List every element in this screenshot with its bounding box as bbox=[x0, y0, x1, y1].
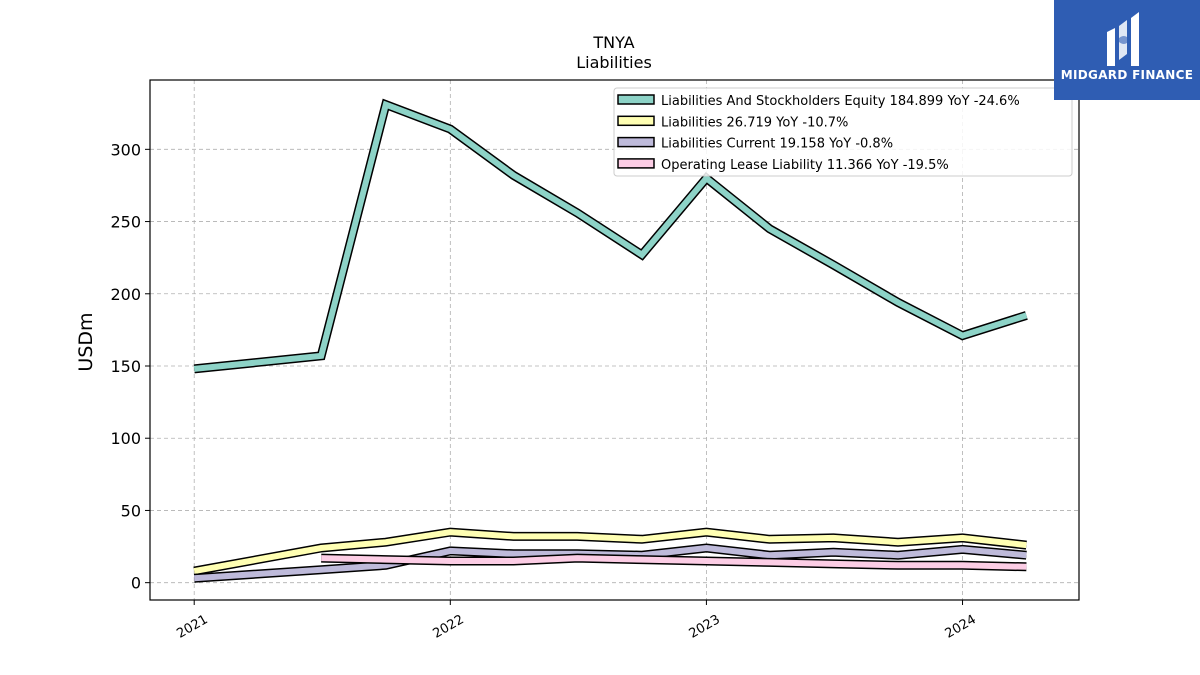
y-axis-label: USDm bbox=[75, 312, 97, 371]
series-1-line-fill bbox=[193, 529, 1027, 575]
x-tick-label: 2024 bbox=[943, 612, 979, 642]
midgard-finance-logo: MIDGARD FINANCE bbox=[1054, 0, 1200, 100]
legend-entry-label: Liabilities And Stockholders Equity 184.… bbox=[661, 94, 1020, 109]
chart-title: TNYA bbox=[592, 33, 634, 52]
legend-swatch bbox=[617, 115, 655, 127]
legend-swatch bbox=[617, 136, 655, 148]
y-tick-label: 50 bbox=[121, 501, 141, 520]
legend-entry-label: Liabilities 26.719 YoY -10.7% bbox=[661, 115, 848, 130]
legend: Liabilities And Stockholders Equity 184.… bbox=[613, 87, 1073, 177]
x-tick-label: 2023 bbox=[687, 612, 723, 642]
series-0-line bbox=[193, 98, 1028, 374]
y-tick-label: 300 bbox=[110, 140, 141, 159]
y-tick-label: 150 bbox=[110, 357, 141, 376]
y-tick-label: 200 bbox=[110, 285, 141, 304]
y-tick-label: 0 bbox=[131, 574, 141, 593]
legend-entry-label: Liabilities Current 19.158 YoY -0.8% bbox=[661, 137, 893, 152]
legend-entry-label: Operating Lease Liability 11.366 YoY -19… bbox=[661, 158, 949, 173]
series-1-line bbox=[193, 527, 1027, 576]
series-3-line bbox=[321, 553, 1027, 572]
y-tick-label: 100 bbox=[110, 429, 141, 448]
x-tick-label: 2022 bbox=[430, 612, 466, 642]
legend-swatch bbox=[617, 94, 655, 105]
midgard-finance-logo-icon bbox=[1107, 12, 1139, 66]
chart-subtitle: Liabilities bbox=[576, 53, 652, 72]
logo-text: MIDGARD FINANCE bbox=[1060, 68, 1194, 82]
series-0-line-fill bbox=[193, 100, 1028, 372]
series-lines bbox=[193, 98, 1028, 583]
legend-box bbox=[613, 87, 1073, 177]
y-tick-label: 250 bbox=[110, 213, 141, 232]
plot-frame bbox=[149, 79, 1080, 601]
series-3-line-fill bbox=[321, 555, 1027, 570]
legend-swatch bbox=[617, 158, 655, 169]
x-tick-label: 2021 bbox=[174, 612, 210, 642]
